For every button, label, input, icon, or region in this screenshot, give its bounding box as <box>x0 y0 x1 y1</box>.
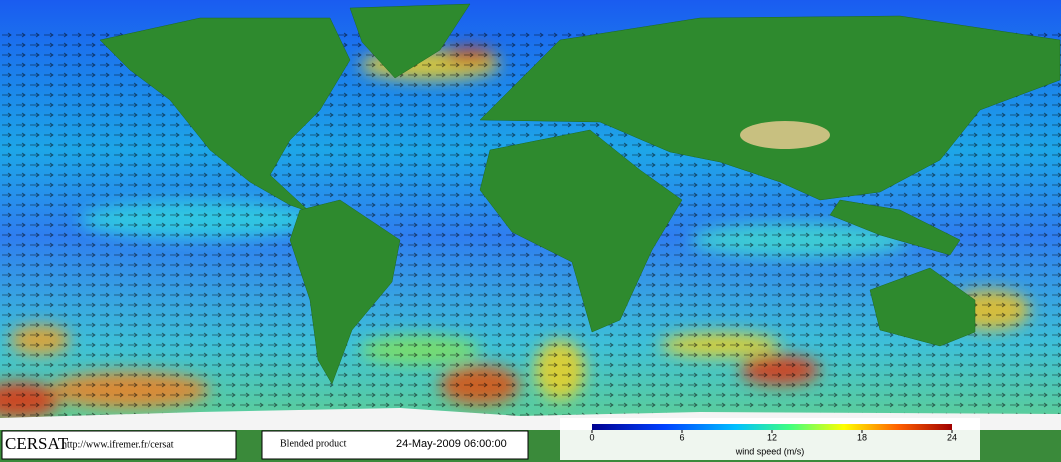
product: Blended product <box>280 438 347 449</box>
logo-box <box>1 430 237 460</box>
colorbar-tick-label: 6 <box>679 432 684 442</box>
colorbar-label: wind speed (m/s) <box>735 446 805 456</box>
date: 24-May-2009 06:00:00 <box>396 438 507 450</box>
colorbar-tick-label: 0 <box>589 432 594 442</box>
land <box>99 3 1061 385</box>
logo: CERSAT <box>5 434 69 453</box>
url: http://www.ifremer.fr/cersat <box>62 439 174 450</box>
colorbar <box>592 424 952 430</box>
colorbar-tick-label: 12 <box>767 432 777 442</box>
info-box <box>261 430 529 460</box>
colorbar-tick-label: 18 <box>857 432 867 442</box>
colorbar-tick-label: 24 <box>947 432 957 442</box>
colorbar-ticks: 0 6 12 18 24 <box>589 430 957 442</box>
